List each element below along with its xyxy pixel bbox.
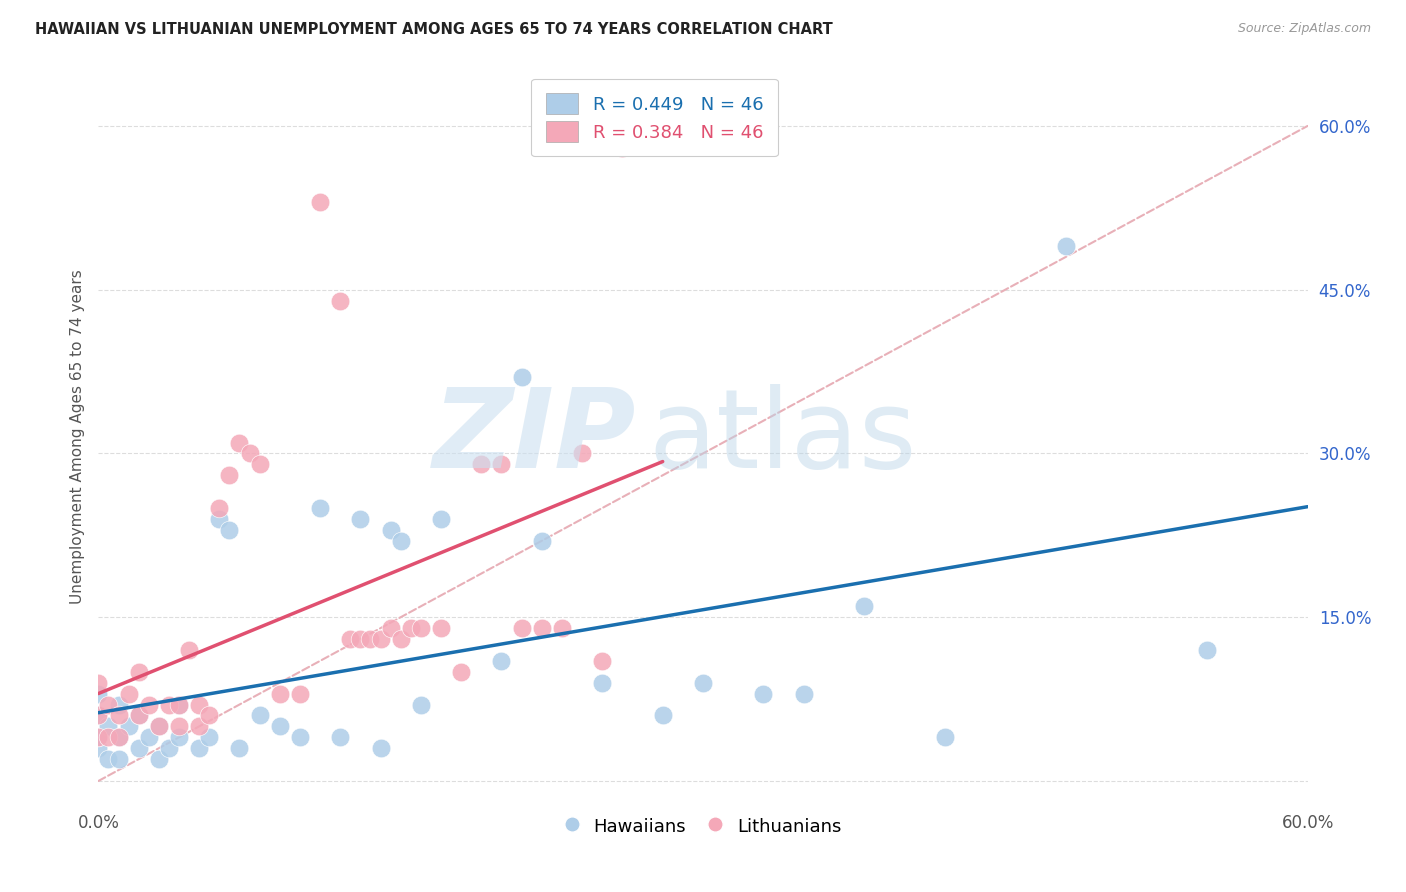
Lithuanians — [118, 687, 141, 701]
Lithuanians — [188, 698, 211, 712]
Hawaiians — [793, 687, 815, 701]
Hawaiians — [853, 599, 876, 614]
Hawaiians — [329, 731, 352, 745]
Lithuanians — [128, 665, 150, 679]
Hawaiians — [87, 687, 110, 701]
Lithuanians — [97, 731, 120, 745]
Hawaiians — [208, 512, 231, 526]
Hawaiians — [87, 708, 110, 723]
Hawaiians — [380, 523, 402, 537]
Hawaiians — [107, 731, 129, 745]
Hawaiians — [118, 719, 141, 733]
Hawaiians — [148, 752, 170, 766]
Lithuanians — [571, 446, 593, 460]
Hawaiians — [309, 501, 332, 516]
Hawaiians — [1195, 643, 1218, 657]
Lithuanians — [107, 708, 129, 723]
Hawaiians — [934, 731, 956, 745]
Lithuanians — [450, 665, 472, 679]
Hawaiians — [692, 675, 714, 690]
Hawaiians — [87, 731, 110, 745]
Hawaiians — [752, 687, 775, 701]
Text: ZIP: ZIP — [433, 384, 637, 491]
Lithuanians — [269, 687, 291, 701]
Hawaiians — [128, 708, 150, 723]
Hawaiians — [370, 741, 392, 756]
Lithuanians — [370, 632, 392, 646]
Lithuanians — [87, 731, 110, 745]
Lithuanians — [148, 719, 170, 733]
Lithuanians — [128, 708, 150, 723]
Lithuanians — [167, 719, 190, 733]
Text: atlas: atlas — [648, 384, 917, 491]
Lithuanians — [97, 698, 120, 712]
Lithuanians — [380, 621, 402, 635]
Hawaiians — [430, 512, 453, 526]
Hawaiians — [228, 741, 250, 756]
Lithuanians — [87, 708, 110, 723]
Hawaiians — [97, 719, 120, 733]
Hawaiians — [510, 370, 533, 384]
Lithuanians — [138, 698, 160, 712]
Lithuanians — [228, 435, 250, 450]
Lithuanians — [198, 708, 221, 723]
Lithuanians — [167, 698, 190, 712]
Lithuanians — [179, 643, 201, 657]
Hawaiians — [157, 741, 180, 756]
Hawaiians — [530, 533, 553, 548]
Hawaiians — [128, 741, 150, 756]
Hawaiians — [249, 708, 271, 723]
Legend: Hawaiians, Lithuanians: Hawaiians, Lithuanians — [555, 807, 851, 845]
Lithuanians — [470, 458, 492, 472]
Hawaiians — [288, 731, 311, 745]
Hawaiians — [107, 698, 129, 712]
Lithuanians — [309, 195, 332, 210]
Hawaiians — [167, 731, 190, 745]
Hawaiians — [188, 741, 211, 756]
Hawaiians — [87, 741, 110, 756]
Text: Source: ZipAtlas.com: Source: ZipAtlas.com — [1237, 22, 1371, 36]
Hawaiians — [218, 523, 240, 537]
Lithuanians — [288, 687, 311, 701]
Hawaiians — [97, 752, 120, 766]
Lithuanians — [339, 632, 361, 646]
Lithuanians — [530, 621, 553, 635]
Hawaiians — [651, 708, 673, 723]
Hawaiians — [491, 654, 513, 668]
Hawaiians — [409, 698, 432, 712]
Lithuanians — [157, 698, 180, 712]
Hawaiians — [269, 719, 291, 733]
Lithuanians — [249, 458, 271, 472]
Hawaiians — [148, 719, 170, 733]
Lithuanians — [239, 446, 262, 460]
Text: HAWAIIAN VS LITHUANIAN UNEMPLOYMENT AMONG AGES 65 TO 74 YEARS CORRELATION CHART: HAWAIIAN VS LITHUANIAN UNEMPLOYMENT AMON… — [35, 22, 832, 37]
Hawaiians — [349, 512, 371, 526]
Lithuanians — [329, 293, 352, 308]
Y-axis label: Unemployment Among Ages 65 to 74 years: Unemployment Among Ages 65 to 74 years — [69, 269, 84, 605]
Lithuanians — [208, 501, 231, 516]
Lithuanians — [349, 632, 371, 646]
Lithuanians — [510, 621, 533, 635]
Lithuanians — [107, 731, 129, 745]
Lithuanians — [87, 675, 110, 690]
Hawaiians — [591, 675, 613, 690]
Lithuanians — [409, 621, 432, 635]
Hawaiians — [107, 752, 129, 766]
Hawaiians — [1054, 239, 1077, 253]
Lithuanians — [491, 458, 513, 472]
Hawaiians — [198, 731, 221, 745]
Lithuanians — [591, 654, 613, 668]
Lithuanians — [612, 141, 634, 155]
Hawaiians — [389, 533, 412, 548]
Hawaiians — [167, 698, 190, 712]
Lithuanians — [218, 468, 240, 483]
Lithuanians — [430, 621, 453, 635]
Lithuanians — [389, 632, 412, 646]
Hawaiians — [138, 731, 160, 745]
Lithuanians — [399, 621, 422, 635]
Lithuanians — [551, 621, 574, 635]
Lithuanians — [360, 632, 382, 646]
Lithuanians — [188, 719, 211, 733]
